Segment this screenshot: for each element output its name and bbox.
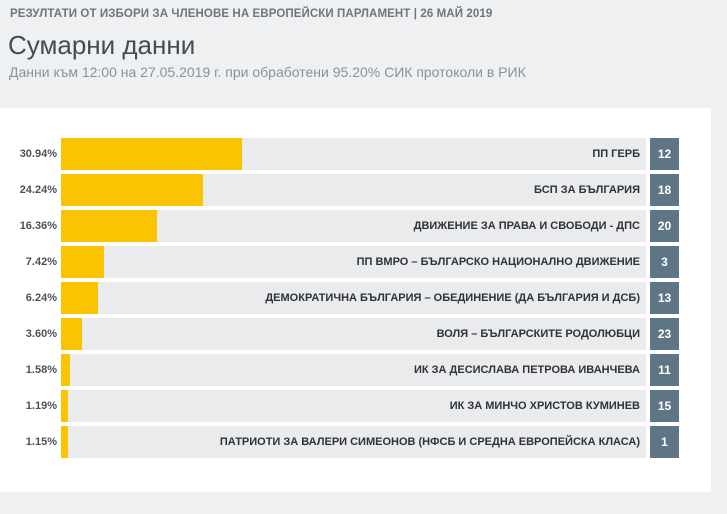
result-row: 3.60% ВОЛЯ – БЪЛГАРСКИТЕ РОДОЛЮБЦИ 23 (0, 318, 711, 350)
page-title: Сумарни данни (8, 30, 196, 60)
bar-track: ПАТРИОТИ ЗА ВАЛЕРИ СИМЕОНОВ (НФСБ И СРЕД… (61, 426, 646, 458)
ballot-number-badge: 1 (650, 426, 679, 458)
bar-track: ДВИЖЕНИЕ ЗА ПРАВА И СВОБОДИ - ДПС (61, 210, 646, 242)
party-name: ПП ГЕРБ (592, 148, 640, 160)
bar (61, 246, 105, 278)
bar-track: ВОЛЯ – БЪЛГАРСКИТЕ РОДОЛЮБЦИ (61, 318, 646, 350)
percent-label: 16.36% (19, 220, 57, 232)
bar (61, 210, 157, 242)
percent-label: 6.24% (25, 292, 57, 304)
percent-label: 1.15% (25, 436, 57, 448)
party-name: ПАТРИОТИ ЗА ВАЛЕРИ СИМЕОНОВ (НФСБ И СРЕД… (219, 436, 640, 448)
result-row: 1.58% ИК ЗА ДЕСИСЛАВА ПЕТРОВА ИВАНЧЕВА 11 (0, 354, 711, 386)
result-row: 6.24% ДЕМОКРАТИЧНА БЪЛГАРИЯ – ОБЕДИНЕНИЕ … (0, 282, 711, 314)
percent-label: 3.60% (25, 328, 57, 340)
bar-track: ИК ЗА МИНЧО ХРИСТОВ КУМИНЕВ (61, 390, 646, 422)
bar-track: ИК ЗА ДЕСИСЛАВА ПЕТРОВА ИВАНЧЕВА (61, 354, 646, 386)
ballot-number-badge: 3 (650, 246, 679, 278)
result-row: 16.36% ДВИЖЕНИЕ ЗА ПРАВА И СВОБОДИ - ДПС 2… (0, 210, 711, 242)
bar (61, 282, 98, 314)
percent-label: 30.94% (19, 148, 57, 160)
bar-track: ПП ВМРО – БЪЛГАРСКО НАЦИОНАЛНО ДВИЖЕНИЕ (61, 246, 646, 278)
bar-track: БСП ЗА БЪЛГАРИЯ (61, 174, 646, 206)
bar (61, 354, 71, 386)
bar (61, 138, 242, 170)
ballot-number-badge: 12 (650, 138, 679, 170)
result-row: 1.19% ИК ЗА МИНЧО ХРИСТОВ КУМИНЕВ 15 (0, 390, 711, 422)
party-name: ДЕМОКРАТИЧНА БЪЛГАРИЯ – ОБЕДИНЕНИЕ (ДА Б… (265, 292, 640, 304)
ballot-number-badge: 23 (650, 318, 679, 350)
bar-track: ДЕМОКРАТИЧНА БЪЛГАРИЯ – ОБЕДИНЕНИЕ (ДА Б… (61, 282, 646, 314)
percent-label: 7.42% (25, 256, 57, 268)
ballot-number-badge: 18 (650, 174, 679, 206)
ballot-number-badge: 11 (650, 354, 679, 386)
page-subtitle: Данни към 12:00 на 27.05.2019 г. при обр… (9, 64, 526, 80)
bar-track: ПП ГЕРБ (61, 138, 646, 170)
result-row: 7.42% ПП ВМРО – БЪЛГАРСКО НАЦИОНАЛНО ДВИЖ… (0, 246, 711, 278)
results-card: 30.94% ПП ГЕРБ 12 24.24% БСП ЗА БЪЛГАРИЯ 18 16… (0, 108, 711, 492)
bar (61, 426, 68, 458)
party-name: ПП ВМРО – БЪЛГАРСКО НАЦИОНАЛНО ДВИЖЕНИЕ (356, 256, 640, 268)
result-row: 30.94% ПП ГЕРБ 12 (0, 138, 711, 170)
bar (61, 390, 68, 422)
bar (61, 174, 203, 206)
result-row: 24.24% БСП ЗА БЪЛГАРИЯ 18 (0, 174, 711, 206)
ballot-number-badge: 15 (650, 390, 679, 422)
bar (61, 318, 83, 350)
percent-label: 1.19% (25, 400, 57, 412)
ballot-number-badge: 13 (650, 282, 679, 314)
percent-label: 1.58% (25, 364, 57, 376)
ballot-number-badge: 20 (650, 210, 679, 242)
party-name: ИК ЗА ДЕСИСЛАВА ПЕТРОВА ИВАНЧЕВА (413, 364, 640, 376)
result-row: 1.15% ПАТРИОТИ ЗА ВАЛЕРИ СИМЕОНОВ (НФСБ И… (0, 426, 711, 458)
party-name: ВОЛЯ – БЪЛГАРСКИТЕ РОДОЛЮБЦИ (436, 328, 640, 340)
percent-label: 24.24% (19, 184, 57, 196)
party-name: БСП ЗА БЪЛГАРИЯ (534, 184, 640, 196)
party-name: ДВИЖЕНИЕ ЗА ПРАВА И СВОБОДИ - ДПС (413, 220, 640, 232)
party-name: ИК ЗА МИНЧО ХРИСТОВ КУМИНЕВ (449, 400, 640, 412)
page-header-caption: РЕЗУЛТАТИ ОТ ИЗБОРИ ЗА ЧЛЕНОВЕ НА ЕВРОПЕ… (10, 8, 493, 20)
